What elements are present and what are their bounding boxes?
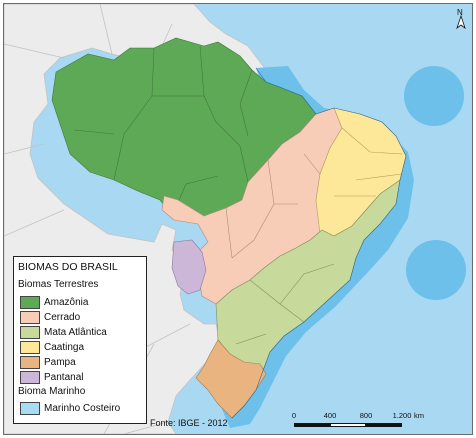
- trindade-zone: [406, 240, 466, 300]
- coastline: [231, 67, 407, 419]
- legend-item-pantanal: Pantanal: [20, 370, 83, 384]
- legend-item-mata-atlantica: Mata Atlântica: [20, 325, 107, 339]
- legend-item-label: Caatinga: [44, 341, 85, 353]
- scale-tick: 400: [323, 411, 337, 420]
- scale-unit: km: [414, 411, 424, 420]
- legend-swatch: [20, 310, 40, 324]
- mata-atlantica-state-lines: [235, 263, 335, 345]
- legend-terrestrial-heading: Biomas Terrestres: [18, 279, 99, 290]
- caatinga-state-lines: [334, 127, 403, 197]
- legend-item-label: Mata Atlântica: [44, 326, 107, 338]
- legend-item-cerrado: Cerrado: [20, 310, 80, 324]
- legend-item-marinho-costeiro: Marinho Costeiro: [20, 401, 120, 415]
- legend-swatch: [20, 340, 40, 354]
- legend-item-label: Cerrado: [44, 311, 81, 323]
- scale-tick: 1.200: [392, 411, 412, 420]
- legend-item-label: Amazônia: [44, 296, 89, 308]
- oceanic-islands-zone: [404, 66, 464, 126]
- legend-swatch: [20, 295, 40, 309]
- legend-title: BIOMAS DO BRASIL: [18, 261, 118, 273]
- amazonia-state-lines: [73, 45, 253, 217]
- map-legend: BIOMAS DO BRASIL Biomas Terrestres Amazô…: [13, 256, 147, 424]
- legend-swatch-marine: [20, 401, 40, 415]
- legend-item-label: Pampa: [44, 356, 76, 368]
- north-label: N: [457, 8, 463, 17]
- legend-swatch: [20, 325, 40, 339]
- legend-item-pampa: Pampa: [20, 355, 76, 369]
- scale-segment-dark: [294, 423, 330, 427]
- legend-swatch: [20, 355, 40, 369]
- scale-tick: 0: [291, 411, 297, 420]
- scale-segment-light: [330, 423, 366, 427]
- source-credit: Fonte: IBGE - 2012: [150, 418, 228, 428]
- cerrado-state-lines: [225, 153, 321, 259]
- legend-item-caatinga: Caatinga: [20, 340, 84, 354]
- legend-item-label: Marinho Costeiro: [44, 402, 121, 414]
- north-arrow: N: [454, 8, 468, 30]
- scale-tick: 800: [359, 411, 373, 420]
- legend-item-amazonia: Amazônia: [20, 295, 88, 309]
- legend-swatch: [20, 370, 40, 384]
- legend-marine-heading: Bioma Marinho: [18, 386, 86, 397]
- scale-bar: 0 400 800 1.200 km: [292, 411, 432, 433]
- north-arrow-icon: [456, 14, 466, 30]
- legend-item-label: Pantanal: [44, 371, 84, 383]
- brazil-biomes-map: [4, 4, 466, 434]
- map-frame: N BIOMAS DO BRASIL Biomas Terrestres Ama…: [3, 3, 473, 435]
- biome-pantanal: [171, 239, 207, 295]
- scale-segment-dark: [366, 423, 402, 427]
